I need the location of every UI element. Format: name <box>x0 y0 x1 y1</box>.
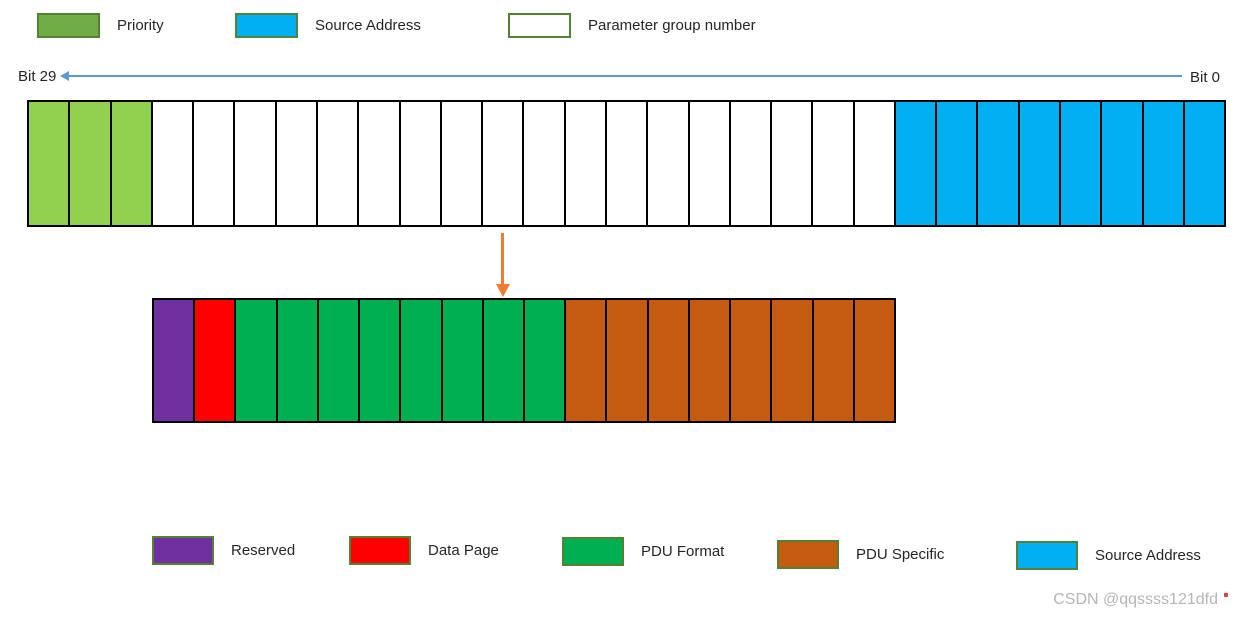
pdu-specific-cell <box>854 300 894 421</box>
bit-0-label: Bit 0 <box>1190 69 1221 86</box>
pdu-format-cell <box>442 300 484 421</box>
pdu-format-cell <box>318 300 361 421</box>
pdu-format-cell <box>524 300 567 421</box>
parameter-group-number-cell <box>524 102 566 225</box>
parameter-group-number-cell <box>689 102 731 225</box>
parameter-group-number-cell <box>194 102 236 225</box>
reserved-cell <box>154 300 196 421</box>
bit-ruler-line <box>68 75 1182 77</box>
priority-cell <box>70 102 112 225</box>
legend-bottom-reserved: Reserved <box>152 536 295 565</box>
parameter-group-number-cell <box>772 102 814 225</box>
parameter-group-number-cell <box>483 102 525 225</box>
source-address-cell <box>937 102 979 225</box>
pdu-specific-cell <box>689 300 732 421</box>
data-page-cell <box>195 300 237 421</box>
parameter-group-number-cell <box>441 102 484 225</box>
parameter-group-number-cell <box>235 102 277 225</box>
legend-bottom-data-page: Data Page <box>349 536 499 565</box>
legend-top-parameter-group-number: Parameter group number <box>508 13 756 38</box>
priority-cell <box>111 102 153 225</box>
source-address-swatch <box>235 13 298 38</box>
priority-swatch <box>37 13 100 38</box>
legend-bottom-source-address: Source Address <box>1016 541 1201 570</box>
reserved-swatch <box>152 536 214 565</box>
data-page-label: Data Page <box>428 542 499 559</box>
parameter-group-number-label: Parameter group number <box>588 17 756 34</box>
parameter-group-number-cell <box>565 102 607 225</box>
pdu-format-cell <box>360 300 402 421</box>
can-id-29bit-row <box>27 100 1226 227</box>
source-address-cell <box>1184 102 1225 225</box>
watermark: CSDN @qqssss121dfd <box>1053 591 1218 608</box>
source-address-cell <box>1061 102 1103 225</box>
parameter-group-number-cell <box>648 102 690 225</box>
pdu-specific-cell <box>648 300 690 421</box>
pdu-format-cell <box>277 300 319 421</box>
pdu-format-swatch <box>562 537 624 566</box>
pdu-specific-swatch <box>777 540 839 569</box>
watermark-red-mark-icon <box>1224 593 1228 597</box>
legend-bottom-pdu-format: PDU Format <box>562 537 724 566</box>
parameter-group-number-cell <box>813 102 855 225</box>
pdu-format-cell <box>401 300 443 421</box>
source-address-cell <box>895 102 938 225</box>
parameter-group-number-cell <box>400 102 442 225</box>
source-address-label: Source Address <box>315 17 421 34</box>
pdu-specific-cell <box>772 300 814 421</box>
legend-bottom-pdu-specific: PDU Specific <box>777 540 944 569</box>
parameter-group-number-cell <box>854 102 896 225</box>
parameter-group-number-cell <box>359 102 401 225</box>
pdu-specific-cell <box>566 300 608 421</box>
parameter-group-number-cell <box>730 102 773 225</box>
source-address-cell <box>978 102 1020 225</box>
source-address-bottom-swatch <box>1016 541 1078 570</box>
parameter-group-number-cell <box>606 102 649 225</box>
source-address-cell <box>1102 102 1144 225</box>
pdu-specific-label: PDU Specific <box>856 546 945 563</box>
parameter-group-number-cell <box>317 102 360 225</box>
data-page-swatch <box>349 536 411 565</box>
reserved-label: Reserved <box>231 542 296 559</box>
pdu-specific-cell <box>731 300 773 421</box>
left-arrowhead-icon <box>60 71 69 81</box>
legend-top-source-address: Source Address <box>235 13 421 38</box>
legend-top-priority: Priority <box>37 13 164 38</box>
priority-cell <box>29 102 71 225</box>
pdu-specific-cell <box>607 300 649 421</box>
pdu-format-cell <box>483 300 525 421</box>
priority-label: Priority <box>117 17 164 34</box>
parameter-group-number-cell <box>152 102 195 225</box>
source-address-cell <box>1143 102 1185 225</box>
parameter-group-number-swatch <box>508 13 571 38</box>
pgn-expanded-row <box>152 298 896 423</box>
down-arrow-icon <box>496 284 510 297</box>
source-address-cell <box>1019 102 1062 225</box>
pdu-format-label: PDU Format <box>641 543 725 560</box>
pdu-specific-cell <box>813 300 855 421</box>
bit-29-label: Bit 29 <box>18 68 57 85</box>
down-arrow-shaft <box>501 233 504 285</box>
parameter-group-number-cell <box>276 102 318 225</box>
source-address-bottom-label: Source Address <box>1095 547 1201 564</box>
pdu-format-cell <box>236 300 278 421</box>
